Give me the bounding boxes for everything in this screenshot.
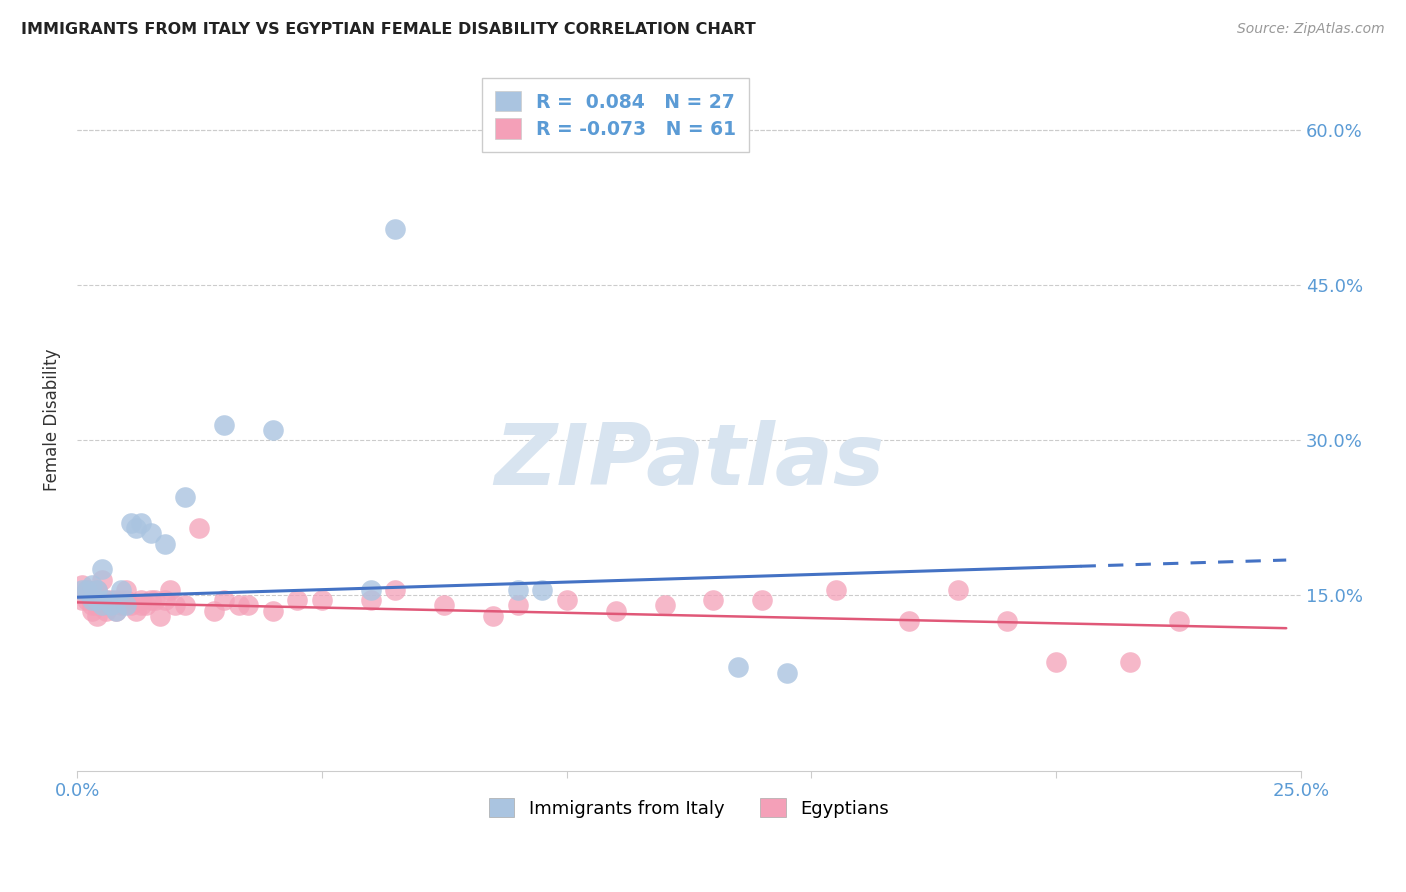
Point xyxy=(824,582,846,597)
Point xyxy=(202,604,225,618)
Point xyxy=(96,593,118,607)
Point xyxy=(228,599,250,613)
Point xyxy=(90,599,112,613)
Point xyxy=(287,593,309,607)
Point xyxy=(173,599,195,613)
Point xyxy=(212,417,235,432)
Point xyxy=(159,582,181,597)
Point xyxy=(76,593,98,607)
Point xyxy=(311,593,333,607)
Point xyxy=(384,221,406,235)
Legend: Immigrants from Italy, Egyptians: Immigrants from Italy, Egyptians xyxy=(482,791,896,825)
Point xyxy=(70,582,93,597)
Point xyxy=(262,604,284,618)
Point xyxy=(76,582,98,597)
Point xyxy=(1167,614,1189,628)
Point xyxy=(86,608,108,623)
Point xyxy=(90,562,112,576)
Point xyxy=(1045,655,1067,669)
Point xyxy=(80,593,103,607)
Point xyxy=(188,521,211,535)
Point xyxy=(115,599,138,613)
Point xyxy=(702,593,724,607)
Point xyxy=(139,593,162,607)
Point xyxy=(482,608,505,623)
Point xyxy=(506,582,529,597)
Point xyxy=(163,599,186,613)
Point xyxy=(139,526,162,541)
Point xyxy=(1118,655,1140,669)
Point xyxy=(995,614,1018,628)
Point xyxy=(90,599,112,613)
Point xyxy=(384,582,406,597)
Point xyxy=(173,490,195,504)
Point xyxy=(120,599,142,613)
Point xyxy=(110,582,132,597)
Point xyxy=(100,593,122,607)
Point xyxy=(86,582,108,597)
Point xyxy=(654,599,676,613)
Point xyxy=(80,578,103,592)
Point xyxy=(776,665,799,680)
Point xyxy=(155,593,177,607)
Point xyxy=(135,599,157,613)
Point xyxy=(110,593,132,607)
Point xyxy=(262,423,284,437)
Point xyxy=(555,593,578,607)
Point xyxy=(80,593,103,607)
Point xyxy=(100,599,122,613)
Point xyxy=(433,599,456,613)
Point xyxy=(129,593,152,607)
Point xyxy=(105,593,128,607)
Point xyxy=(360,593,382,607)
Point xyxy=(86,582,108,597)
Point xyxy=(86,593,108,607)
Point xyxy=(110,599,132,613)
Point xyxy=(90,593,112,607)
Point xyxy=(105,604,128,618)
Point xyxy=(129,516,152,530)
Point xyxy=(120,516,142,530)
Point xyxy=(70,593,93,607)
Text: ZIPatlas: ZIPatlas xyxy=(494,420,884,503)
Point xyxy=(90,573,112,587)
Point xyxy=(155,536,177,550)
Point xyxy=(531,582,554,597)
Point xyxy=(86,599,108,613)
Point xyxy=(115,582,138,597)
Y-axis label: Female Disability: Female Disability xyxy=(44,349,60,491)
Point xyxy=(80,599,103,613)
Point xyxy=(125,521,148,535)
Point xyxy=(115,593,138,607)
Point xyxy=(751,593,773,607)
Point xyxy=(76,582,98,597)
Point xyxy=(948,582,970,597)
Text: IMMIGRANTS FROM ITALY VS EGYPTIAN FEMALE DISABILITY CORRELATION CHART: IMMIGRANTS FROM ITALY VS EGYPTIAN FEMALE… xyxy=(21,22,756,37)
Point xyxy=(212,593,235,607)
Point xyxy=(76,582,98,597)
Point xyxy=(129,599,152,613)
Point xyxy=(360,582,382,597)
Point xyxy=(96,604,118,618)
Point xyxy=(145,593,167,607)
Point xyxy=(125,604,148,618)
Point xyxy=(70,578,93,592)
Point xyxy=(506,599,529,613)
Point xyxy=(105,604,128,618)
Point xyxy=(238,599,260,613)
Point xyxy=(96,593,118,607)
Point xyxy=(149,608,172,623)
Point xyxy=(605,604,627,618)
Text: Source: ZipAtlas.com: Source: ZipAtlas.com xyxy=(1237,22,1385,37)
Point xyxy=(727,660,749,674)
Point xyxy=(898,614,921,628)
Point xyxy=(100,599,122,613)
Point xyxy=(80,604,103,618)
